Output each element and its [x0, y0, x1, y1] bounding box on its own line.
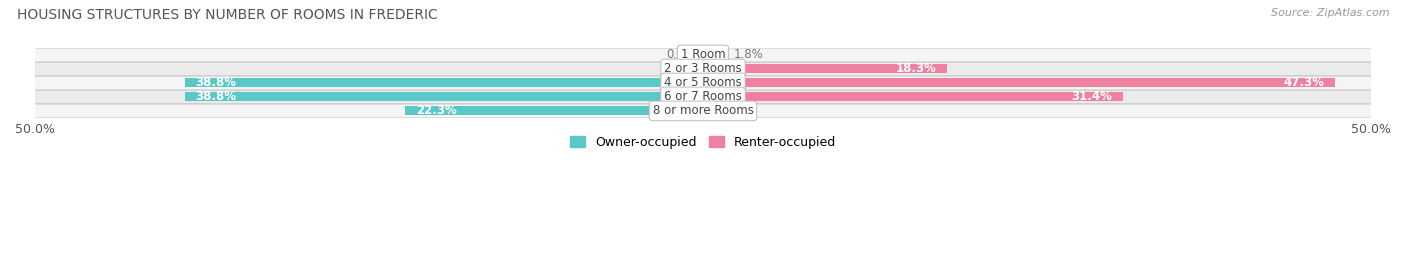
Bar [184, 92, 703, 101]
Bar [703, 50, 727, 59]
Text: 4 or 5 Rooms: 4 or 5 Rooms [664, 76, 742, 89]
Bar [35, 76, 1371, 90]
Bar [35, 62, 1371, 76]
Text: 1.8%: 1.8% [734, 48, 763, 62]
Text: 1.2%: 1.2% [725, 104, 755, 117]
Text: HOUSING STRUCTURES BY NUMBER OF ROOMS IN FREDERIC: HOUSING STRUCTURES BY NUMBER OF ROOMS IN… [17, 8, 437, 22]
Bar [35, 48, 1371, 62]
Text: 0.0%: 0.0% [666, 48, 696, 62]
Text: 0.0%: 0.0% [666, 62, 696, 75]
Bar [35, 105, 1371, 117]
Bar [35, 49, 1371, 61]
Text: Source: ZipAtlas.com: Source: ZipAtlas.com [1271, 8, 1389, 18]
Bar [703, 106, 718, 115]
Text: 6 or 7 Rooms: 6 or 7 Rooms [664, 90, 742, 103]
Bar [405, 106, 703, 115]
Text: 8 or more Rooms: 8 or more Rooms [652, 104, 754, 117]
Bar [703, 78, 1334, 87]
Bar [703, 92, 1122, 101]
Text: 47.3%: 47.3% [1284, 76, 1324, 89]
Bar [35, 90, 1371, 104]
Bar [703, 64, 948, 73]
Bar [35, 104, 1371, 118]
Text: 38.8%: 38.8% [195, 76, 236, 89]
Text: 2 or 3 Rooms: 2 or 3 Rooms [664, 62, 742, 75]
Bar [35, 63, 1371, 75]
Bar [35, 91, 1371, 103]
Legend: Owner-occupied, Renter-occupied: Owner-occupied, Renter-occupied [565, 131, 841, 154]
Bar [35, 77, 1371, 89]
Text: 18.3%: 18.3% [896, 62, 936, 75]
Text: 22.3%: 22.3% [416, 104, 457, 117]
Bar [184, 78, 703, 87]
Text: 38.8%: 38.8% [195, 90, 236, 103]
Text: 1 Room: 1 Room [681, 48, 725, 62]
Text: 31.4%: 31.4% [1071, 90, 1112, 103]
